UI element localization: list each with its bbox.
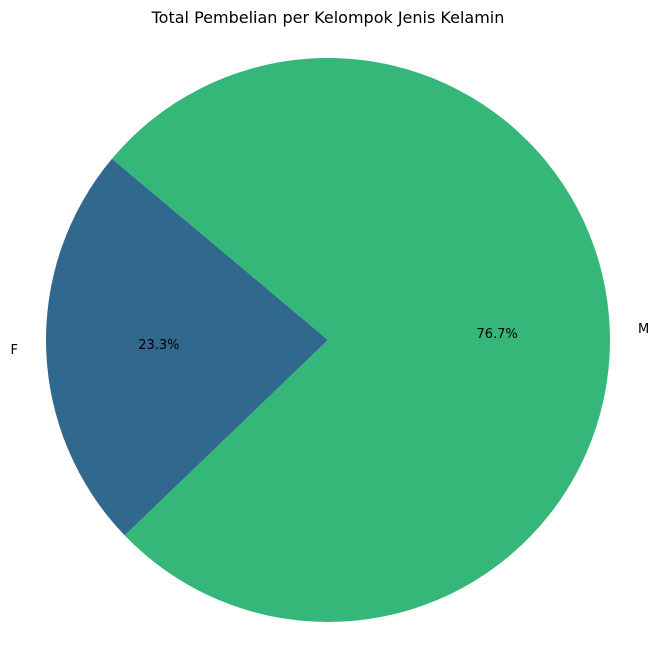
pie-percent-label-m: 76.7% (476, 327, 517, 342)
pie-category-label-f: F (10, 343, 17, 358)
pie-category-label-m: M (638, 322, 649, 337)
pie-slice-f (45, 158, 328, 536)
pie-labels: 23.3% F 76.7% M (10, 322, 649, 358)
pie-slice-m (111, 57, 610, 622)
chart-title: Total Pembelian per Kelompok Jenis Kelam… (151, 8, 505, 27)
pie-slices (45, 57, 610, 622)
pie-percent-label-f: 23.3% (138, 338, 179, 353)
